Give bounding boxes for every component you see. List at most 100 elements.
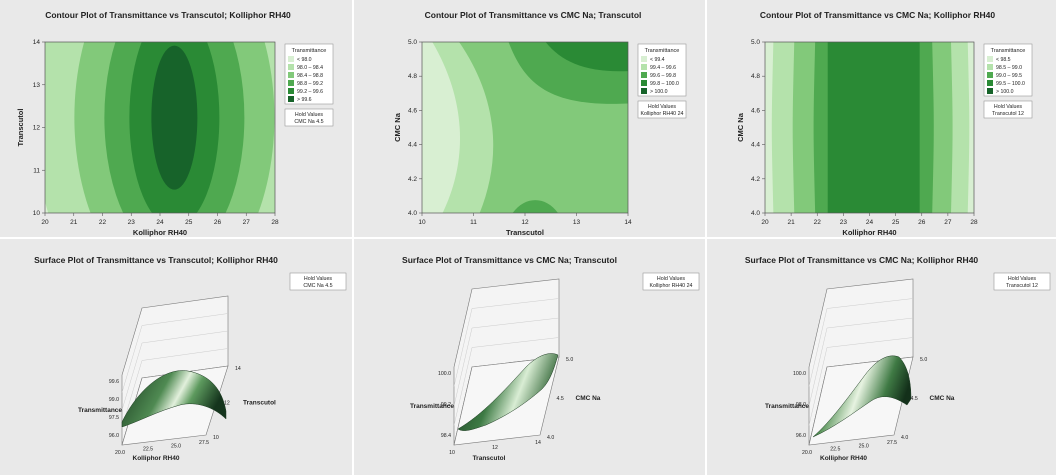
y-tick-label: 14 xyxy=(235,366,241,372)
hold-values-text: CMC Na 4.5 xyxy=(294,119,323,125)
hold-values-label: Hold Values xyxy=(648,104,677,110)
x-axis-label: Transcutol xyxy=(506,228,544,237)
response-surface xyxy=(121,370,227,428)
legend-swatch xyxy=(987,80,993,86)
z-tick-label: 99.0 xyxy=(109,397,119,403)
z-tick-label: 96.0 xyxy=(796,433,806,439)
legend-swatch xyxy=(987,72,993,78)
y-axis-label: CMC Na xyxy=(576,395,601,402)
x-tick-label: 22 xyxy=(99,219,107,226)
x-axis-label: Kolliphor RH40 xyxy=(842,228,896,237)
x-tick-label: 25.0 xyxy=(859,443,869,449)
contour-panel-3: Contour Plot of Transmittance vs CMC Na;… xyxy=(707,0,1056,237)
y-tick-label: 4.6 xyxy=(751,107,760,114)
x-tick-label: 22.5 xyxy=(143,447,153,453)
x-tick-label: 25 xyxy=(892,219,900,226)
z-tick-label: 97.5 xyxy=(109,415,119,421)
legend-entry: 98.4 – 98.8 xyxy=(297,73,323,79)
y-tick-label: 14 xyxy=(33,39,41,46)
x-tick-label: 14 xyxy=(624,219,632,226)
z-axis-label: Transmittance xyxy=(765,403,809,410)
contour-panel-2-svg: Contour Plot of Transmittance vs CMC Na;… xyxy=(393,10,687,237)
surface-gridline xyxy=(808,317,914,407)
legend-swatch xyxy=(641,64,647,70)
legend-entry: 99.0 – 99.5 xyxy=(996,73,1022,79)
y-tick-label: 4.8 xyxy=(751,73,760,80)
hold-values-text: Kolliphor RH40 24 xyxy=(650,283,693,289)
y-tick-label: 4.6 xyxy=(408,107,417,114)
hold-values-label: Hold Values xyxy=(304,276,333,282)
hold-values-label: Hold Values xyxy=(994,104,1023,110)
x-tick-label: 20.0 xyxy=(115,450,125,456)
y-tick-label: 4.4 xyxy=(408,142,417,149)
x-tick-label: 26 xyxy=(918,219,926,226)
hold-values-box xyxy=(993,272,1051,291)
hold-values-label: Hold Values xyxy=(1008,276,1037,282)
chart-title: Surface Plot of Transmittance vs CMC Na;… xyxy=(402,255,617,265)
x-tick-label: 28 xyxy=(271,219,279,226)
x-tick-label: 12 xyxy=(492,445,498,451)
legend-entry: < 98.5 xyxy=(996,57,1011,63)
y-tick-label: 4.8 xyxy=(408,73,417,80)
y-tick-label: 5.0 xyxy=(920,357,927,363)
x-tick-label: 23 xyxy=(128,219,136,226)
legend-swatch xyxy=(288,80,294,86)
contour-level-4 xyxy=(545,42,628,72)
hold-values-text: Transcutol 12 xyxy=(1006,283,1038,289)
x-tick-label: 12 xyxy=(521,219,529,226)
x-tick-label: 26 xyxy=(214,219,222,226)
y-tick-label: 4.0 xyxy=(408,210,417,217)
legend-entry: 98.5 – 99.0 xyxy=(996,65,1022,71)
y-tick-label: 4.0 xyxy=(547,435,554,441)
response-surface xyxy=(812,355,912,438)
x-tick-label: 10 xyxy=(418,219,426,226)
legend-swatch xyxy=(288,72,294,78)
x-tick-label: 25.0 xyxy=(171,443,181,449)
hold-values-box xyxy=(983,100,1033,119)
legend-swatch xyxy=(641,72,647,78)
legend-entry: 99.5 – 100.0 xyxy=(996,81,1025,87)
surface-gridline xyxy=(121,348,229,428)
response-surface xyxy=(457,353,559,431)
y-tick-label: 10 xyxy=(213,435,219,441)
legend-swatch xyxy=(288,88,294,94)
legend-entry: 99.2 – 99.6 xyxy=(297,89,323,95)
chart-title: Contour Plot of Transmittance vs Transcu… xyxy=(45,10,291,20)
x-tick-label: 27 xyxy=(243,219,251,226)
legend-swatch xyxy=(987,56,993,62)
x-tick-label: 27.5 xyxy=(199,440,209,446)
y-tick-label: 4.2 xyxy=(751,176,760,183)
legend-entry: > 99.6 xyxy=(297,97,312,103)
x-tick-label: 21 xyxy=(788,219,796,226)
x-tick-label: 20 xyxy=(761,219,769,226)
legend-entry: 98.0 – 98.4 xyxy=(297,65,323,71)
chart-title: Contour Plot of Transmittance vs CMC Na;… xyxy=(425,10,642,20)
legend-entry: < 99.4 xyxy=(650,57,665,63)
surface-gridline xyxy=(453,317,560,407)
hold-values-label: Hold Values xyxy=(295,112,324,118)
legend-swatch xyxy=(641,80,647,86)
x-axis-label: Kolliphor RH40 xyxy=(820,455,867,462)
y-tick-label: 4.5 xyxy=(911,396,918,402)
x-tick-label: 14 xyxy=(535,440,541,446)
hold-values-box xyxy=(642,272,700,291)
contour-panel-1: Contour Plot of Transmittance vs Transcu… xyxy=(0,0,352,237)
x-axis-label: Kolliphor RH40 xyxy=(133,455,180,462)
legend-entry: 99.4 – 99.6 xyxy=(650,65,676,71)
legend-swatch xyxy=(288,96,294,102)
y-axis-label: Transcutol xyxy=(243,400,276,407)
y-tick-label: 4.0 xyxy=(751,210,760,217)
hold-values-text: Kolliphor RH40 24 xyxy=(641,111,684,117)
y-tick-label: 4.2 xyxy=(408,176,417,183)
x-tick-label: 13 xyxy=(573,219,581,226)
y-tick-label: 5.0 xyxy=(566,357,573,363)
y-tick-label: 10 xyxy=(33,210,41,217)
y-tick-label: 11 xyxy=(33,167,40,174)
surface-panel-1-svg: Surface Plot of Transmittance vs Transcu… xyxy=(34,255,347,462)
surface-panel-2: Surface Plot of Transmittance vs CMC Na;… xyxy=(354,239,705,475)
contour-level-3b xyxy=(512,200,558,213)
y-tick-label: 13 xyxy=(33,82,41,89)
surface-gridline xyxy=(808,298,914,387)
surface-gridline xyxy=(808,337,914,426)
